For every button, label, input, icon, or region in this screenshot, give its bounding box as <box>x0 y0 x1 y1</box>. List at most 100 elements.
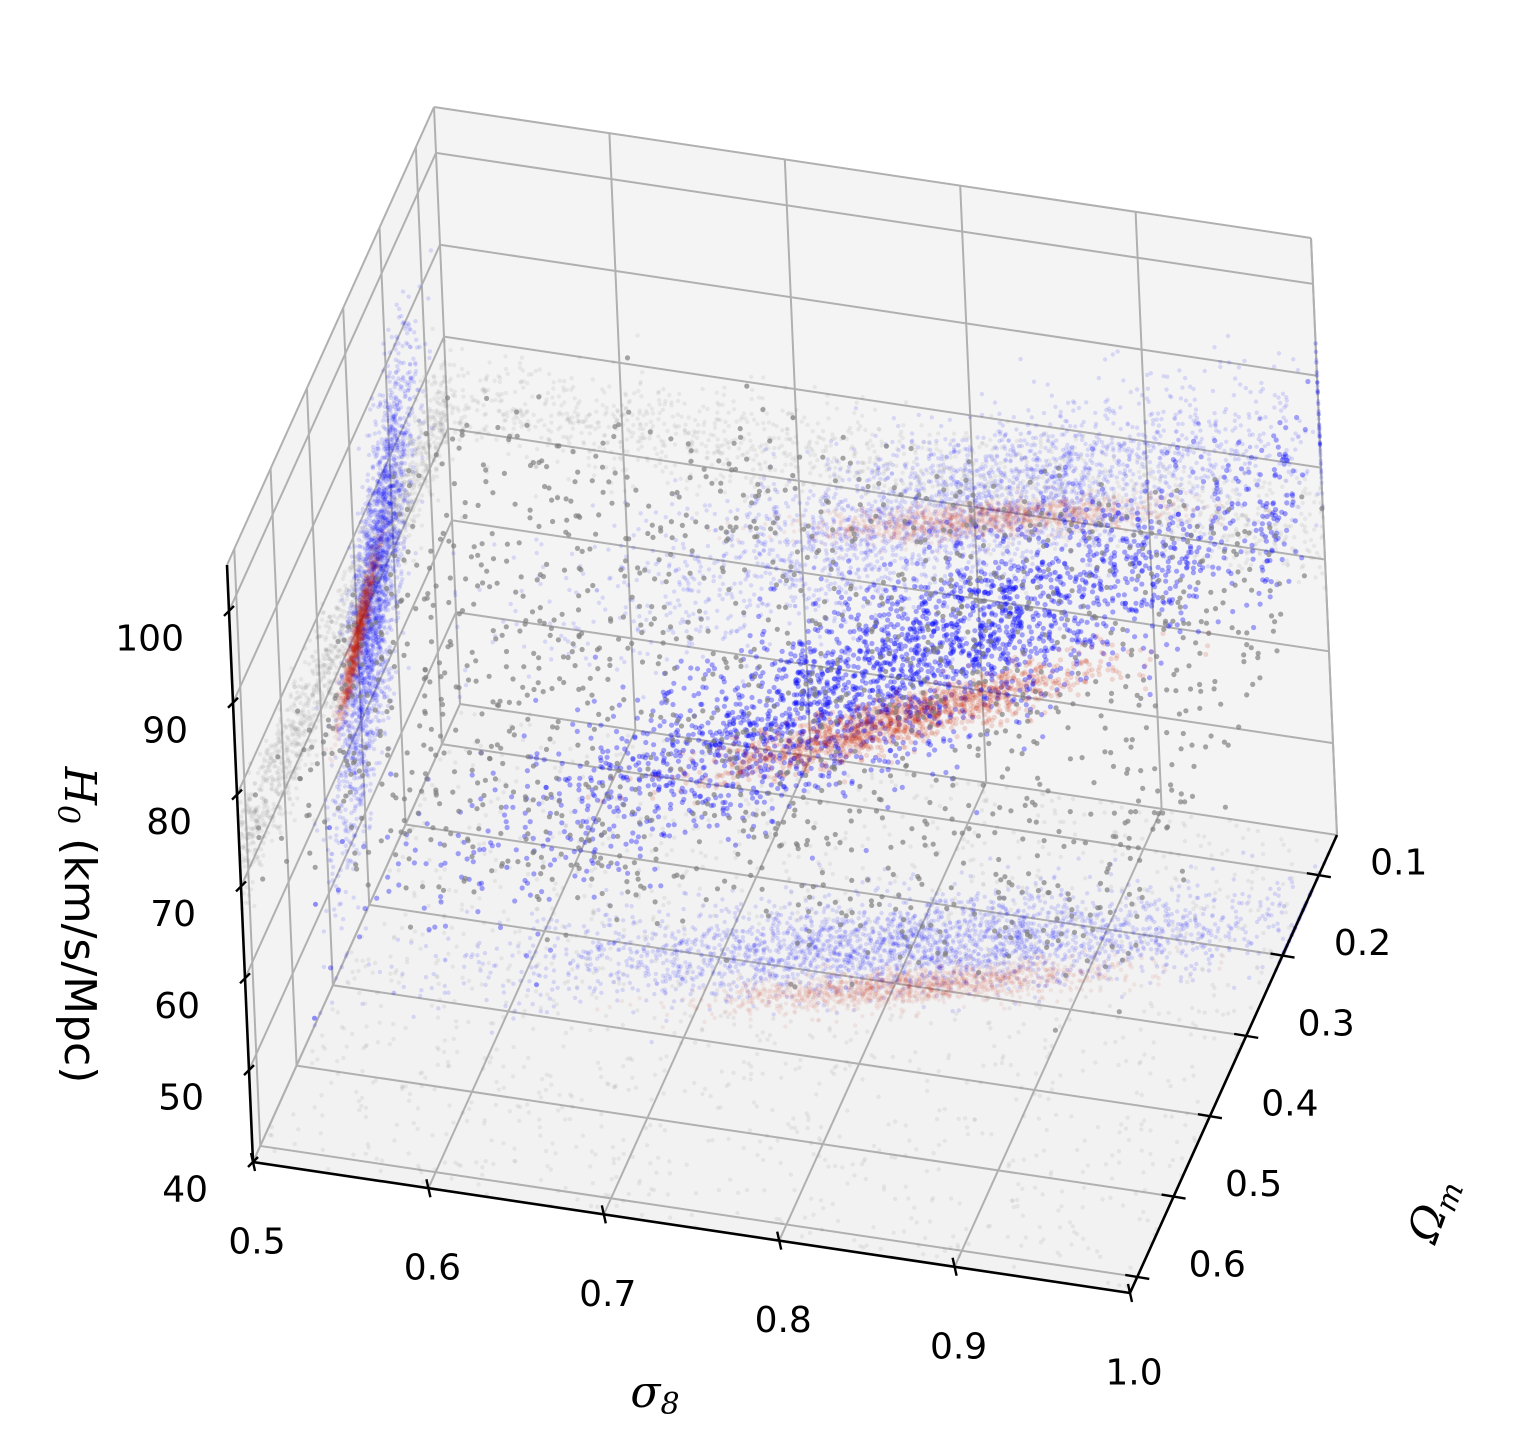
gray-floor-projection-point <box>614 752 619 758</box>
gray-floor-projection-point <box>525 871 531 877</box>
gray-floor-projection-point <box>811 1152 816 1157</box>
gray-floor-projection-point <box>1074 1231 1080 1237</box>
gray-floor-projection-point <box>1211 904 1216 910</box>
gray-floor-projection-point <box>784 869 789 874</box>
gray-left-projection-point <box>430 455 435 460</box>
gray-floor-projection-point <box>1083 906 1089 912</box>
gray-back-projection-point <box>762 427 767 432</box>
gray-left-projection-point <box>292 684 297 689</box>
gray-left-projection-point <box>311 658 316 664</box>
gray-left-projection-point <box>429 431 434 437</box>
gray-left-projection-point <box>412 514 417 519</box>
gray-floor-projection-point <box>1249 886 1254 891</box>
gray-floor-projection-point <box>939 993 945 999</box>
blue-floor-projection-point <box>985 905 991 911</box>
gray-back-projection-point <box>497 379 502 385</box>
gray-floor-projection-point <box>1007 1006 1012 1011</box>
gray-back-projection-point <box>1023 590 1029 596</box>
gray-back-projection-point <box>523 402 528 407</box>
gray-floor-projection-point <box>512 930 518 935</box>
gray-left-projection-point <box>246 770 252 775</box>
gray-left-projection-point <box>299 752 304 758</box>
gray-back-projection-point <box>611 403 616 409</box>
gray-back-projection-point <box>499 398 504 403</box>
blue-back-projection-point <box>1045 382 1050 387</box>
gray-floor-projection-point <box>617 981 622 986</box>
gray-floor-projection-point <box>568 746 573 752</box>
gray-floor-projection-point <box>659 841 664 846</box>
gray-left-projection-point <box>240 857 246 862</box>
gray-left-projection-point <box>244 836 249 841</box>
blue-floor-projection-point <box>661 960 666 966</box>
gray-floor-projection-point <box>936 1069 941 1074</box>
gray-floor-projection-point <box>501 1085 507 1091</box>
gray-left-projection-point <box>414 452 420 457</box>
gray-left-projection-point <box>356 578 361 584</box>
gray-left-projection-point <box>328 665 333 670</box>
gray-floor-projection-point <box>346 981 351 986</box>
gray-back-projection-point <box>993 473 998 479</box>
gray-floor-projection-point <box>748 1024 753 1029</box>
gray-floor-projection-point <box>445 1059 451 1065</box>
gray-floor-projection-point <box>1053 1112 1059 1118</box>
gray-left-projection-point <box>438 420 443 425</box>
gray-floor-projection-point <box>515 765 520 771</box>
gray-floor-projection-point <box>1032 1091 1037 1097</box>
gray-floor-projection-point <box>1124 1058 1129 1064</box>
gray-back-projection-point <box>706 437 711 443</box>
gray-floor-projection-point <box>1086 1246 1091 1251</box>
gray-back-projection-point <box>457 437 462 443</box>
blue-left-projection-point <box>332 907 337 912</box>
gray-back-projection-point <box>815 458 820 463</box>
gray-floor-projection-point <box>1117 1283 1122 1288</box>
gray-floor-projection-point <box>1137 1217 1142 1222</box>
gray-back-projection-point <box>863 427 868 433</box>
gray-back-projection-point <box>726 410 731 415</box>
gray-back-projection-point <box>637 411 642 416</box>
gray-left-projection-point <box>274 743 279 749</box>
gray-floor-projection-point <box>830 871 835 877</box>
grid-line-omegam-floor <box>405 823 1283 957</box>
blue-back-projection-point <box>910 465 915 470</box>
gray-floor-projection-point <box>501 909 506 914</box>
gray-floor-projection-point <box>1168 850 1174 856</box>
pane-edge-top-left <box>226 106 435 566</box>
gray-floor-projection-point <box>1151 1040 1156 1045</box>
gray-floor-projection-point <box>948 796 954 801</box>
gray-floor-projection-point <box>992 802 997 807</box>
gray-left-projection-point <box>292 703 297 709</box>
gray-floor-projection-point <box>708 1094 713 1099</box>
gray-back-projection-point <box>980 441 986 446</box>
gray-floor-projection-point <box>817 1153 822 1159</box>
gray-back-projection-point <box>526 372 532 377</box>
gray-floor-projection-point <box>754 1033 760 1038</box>
gray-left-projection-point <box>242 864 247 869</box>
gray-back-projection-point <box>505 371 510 376</box>
gray-floor-projection-point <box>778 905 784 911</box>
gray-floor-projection-point <box>931 1151 936 1156</box>
gray-floor-projection-point <box>982 821 987 826</box>
gray-floor-projection-point <box>360 958 365 963</box>
gray-floor-projection-point <box>491 1161 496 1167</box>
gray-floor-projection-point <box>651 915 656 920</box>
gray-left-projection-point <box>248 887 254 892</box>
gray-back-projection-point <box>1294 475 1300 481</box>
gray-back-projection-point <box>868 438 873 443</box>
gray-floor-projection-point <box>625 1056 630 1062</box>
gray-floor-projection-point <box>430 782 435 788</box>
gray-floor-projection-point <box>923 1235 928 1241</box>
gray-floor-projection-point <box>1202 834 1207 839</box>
gray-back-projection-point <box>588 449 593 454</box>
gray-floor-projection-point <box>605 1027 610 1032</box>
gray-floor-projection-point <box>979 862 984 867</box>
gray-back-projection-point <box>619 413 624 419</box>
gray-left-projection-point <box>247 810 252 815</box>
gray-floor-projection-point <box>412 890 417 896</box>
gray-floor-projection-point <box>995 825 1000 830</box>
gray-back-projection-point <box>683 431 688 436</box>
gray-back-projection-point <box>691 433 696 438</box>
blue-floor-projection-point <box>1164 955 1170 960</box>
gray-back-projection-point <box>511 416 516 421</box>
gray-back-projection-point <box>619 403 625 408</box>
